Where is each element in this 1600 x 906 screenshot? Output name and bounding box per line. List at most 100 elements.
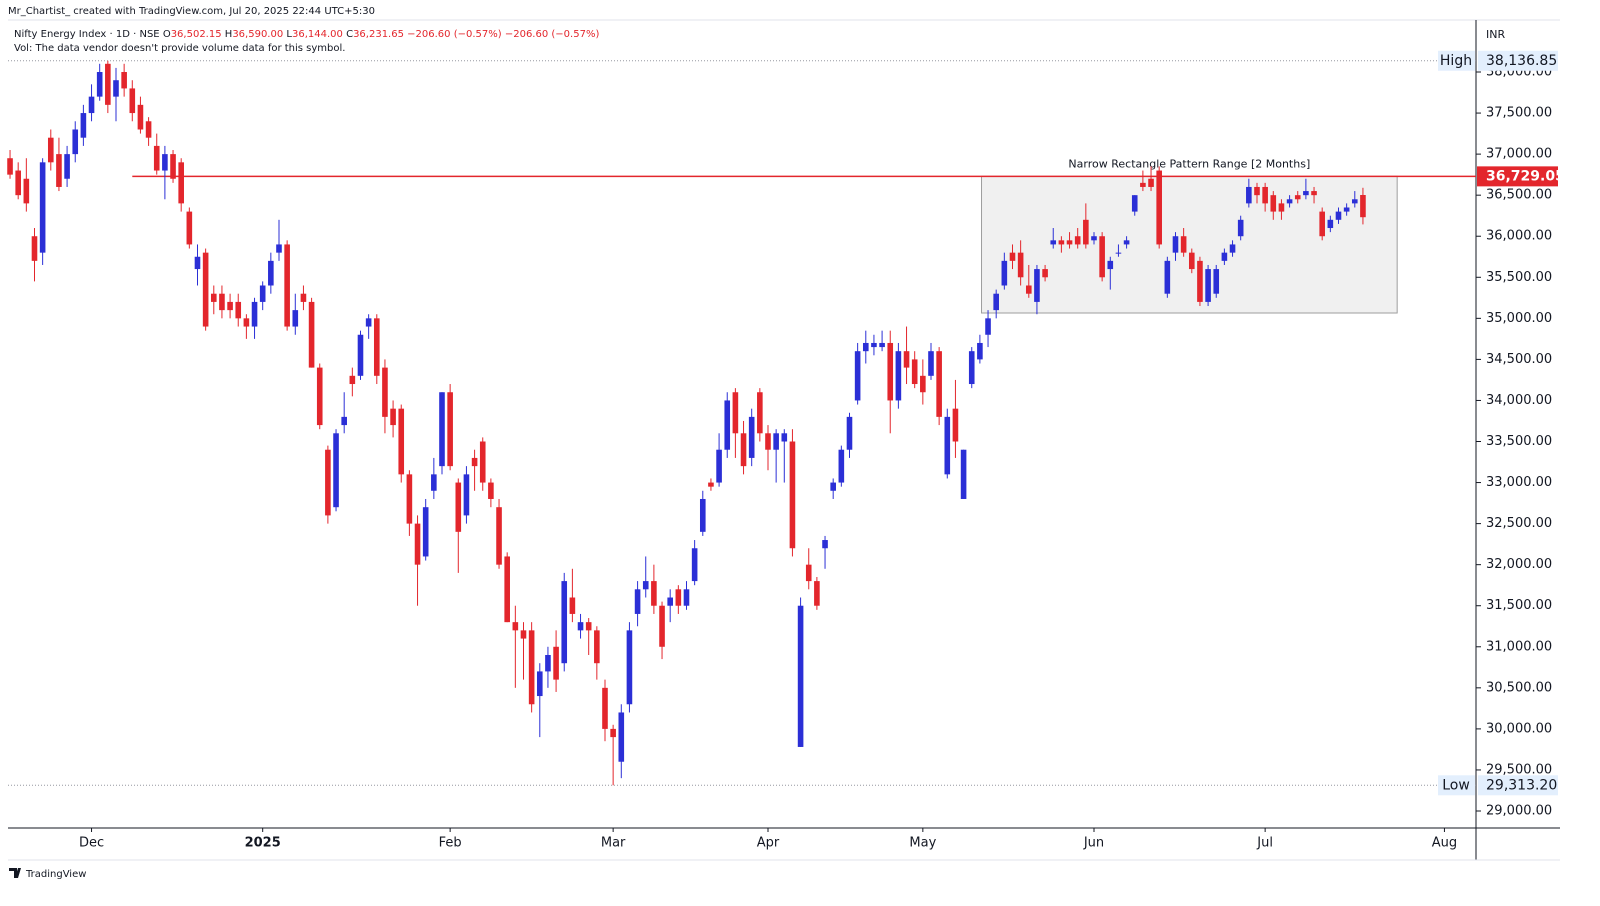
- candle-body: [398, 408, 405, 475]
- candle-body: [1229, 244, 1236, 253]
- resistance-value: 36,729.05: [1486, 168, 1565, 184]
- candle-body: [373, 318, 380, 376]
- candle-body: [781, 433, 788, 442]
- candle-body: [634, 589, 641, 614]
- candle-body: [610, 728, 616, 738]
- candle-body: [822, 540, 828, 549]
- low-value: 29,313.20: [1486, 777, 1557, 793]
- quote-change: −206.60 (−0.57%): [407, 29, 502, 40]
- candle-body: [1091, 236, 1097, 241]
- candle-body: [846, 416, 853, 450]
- candle-body: [985, 318, 991, 335]
- candle-body: [895, 351, 902, 401]
- quote-value: 36,590.00: [232, 29, 283, 40]
- x-tick-label: Dec: [79, 836, 104, 851]
- candle-body: [129, 88, 136, 114]
- candle-body: [545, 654, 551, 672]
- candle-body: [227, 301, 233, 311]
- candle-body: [276, 244, 282, 253]
- candle-body: [1164, 260, 1171, 294]
- candle-body: [349, 375, 356, 385]
- candle-body: [56, 154, 62, 187]
- candle-body: [699, 498, 706, 532]
- y-tick-label: 32,000.00: [1486, 557, 1552, 572]
- candle-body: [553, 646, 559, 680]
- high-value-bg: [1478, 50, 1558, 71]
- x-tick-label: Feb: [439, 836, 462, 851]
- candle-body: [382, 367, 388, 417]
- candle-body: [284, 244, 290, 327]
- candle-body: [1058, 240, 1065, 245]
- volume-note: Vol: The data vendor doesn't provide vol…: [14, 43, 345, 54]
- quote-value: 36,144.00: [292, 29, 343, 40]
- candle-body: [1319, 211, 1325, 237]
- candle-body: [1025, 285, 1032, 294]
- candle-body: [797, 605, 804, 747]
- pattern-label: Narrow Rectangle Pattern Range [2 Months…: [1068, 157, 1310, 170]
- candle-body: [651, 581, 657, 606]
- candle-body: [528, 630, 535, 705]
- candle-body: [1107, 260, 1114, 270]
- candle-body: [520, 630, 527, 639]
- candle-body: [137, 104, 144, 130]
- candle-body: [1123, 240, 1130, 245]
- candle-body: [814, 581, 820, 606]
- candle-body: [390, 408, 396, 426]
- candle-body: [406, 474, 413, 524]
- candle-body: [496, 507, 502, 565]
- candle-body: [243, 318, 250, 327]
- candle-body: [952, 408, 959, 442]
- candle-body: [268, 260, 274, 286]
- candle-body: [1099, 236, 1105, 278]
- candle-body: [333, 433, 339, 508]
- candle-body: [186, 211, 193, 245]
- candle-body: [455, 482, 462, 532]
- y-tick-label: 35,500.00: [1486, 270, 1552, 285]
- candle-body: [757, 392, 763, 434]
- y-tick-label: 37,000.00: [1486, 147, 1552, 162]
- low-tag: Low: [1442, 777, 1470, 793]
- candle-body: [105, 63, 111, 105]
- candle-body: [740, 433, 747, 467]
- candle-body: [463, 474, 470, 516]
- candle-body: [1148, 178, 1154, 187]
- candle-body: [675, 589, 682, 606]
- credit: Mr_Chartist_ created with TradingView.co…: [8, 6, 375, 17]
- candle-body: [39, 162, 46, 253]
- candle-body: [732, 392, 739, 434]
- candle-body: [968, 351, 975, 385]
- candle-body: [479, 441, 486, 483]
- candle-body: [308, 301, 315, 368]
- y-tick-label: 34,000.00: [1486, 393, 1552, 408]
- candle-body: [96, 72, 103, 97]
- candle-body: [1131, 195, 1138, 212]
- quote-key: C: [346, 29, 353, 40]
- candle-body: [993, 293, 999, 311]
- candle-body: [1221, 252, 1228, 261]
- candle-body: [911, 359, 918, 385]
- candle-body: [422, 507, 429, 557]
- y-tick-label: 29,000.00: [1486, 804, 1552, 819]
- candle-body: [64, 154, 70, 179]
- candle-body: [15, 170, 21, 196]
- x-tick-label: Jul: [1256, 836, 1273, 851]
- candle-body: [1237, 219, 1244, 237]
- currency: INR: [1486, 28, 1505, 41]
- candle-body: [316, 367, 323, 426]
- candle-body: [724, 400, 731, 450]
- candle-body: [1246, 186, 1252, 204]
- y-tick-label: 31,000.00: [1486, 639, 1552, 654]
- footer: TradingView: [9, 868, 86, 880]
- candle-body: [960, 449, 967, 499]
- candle-body: [928, 351, 934, 376]
- quote-value: 36,502.15: [171, 29, 222, 40]
- candle-body: [88, 96, 95, 114]
- quote-key: H: [225, 29, 233, 40]
- candle-body: [488, 482, 494, 499]
- low-value-bg: [1478, 775, 1558, 796]
- candle-body: [1335, 211, 1342, 220]
- brand: TradingView: [25, 869, 86, 880]
- x-tick-label: Jun: [1083, 836, 1104, 851]
